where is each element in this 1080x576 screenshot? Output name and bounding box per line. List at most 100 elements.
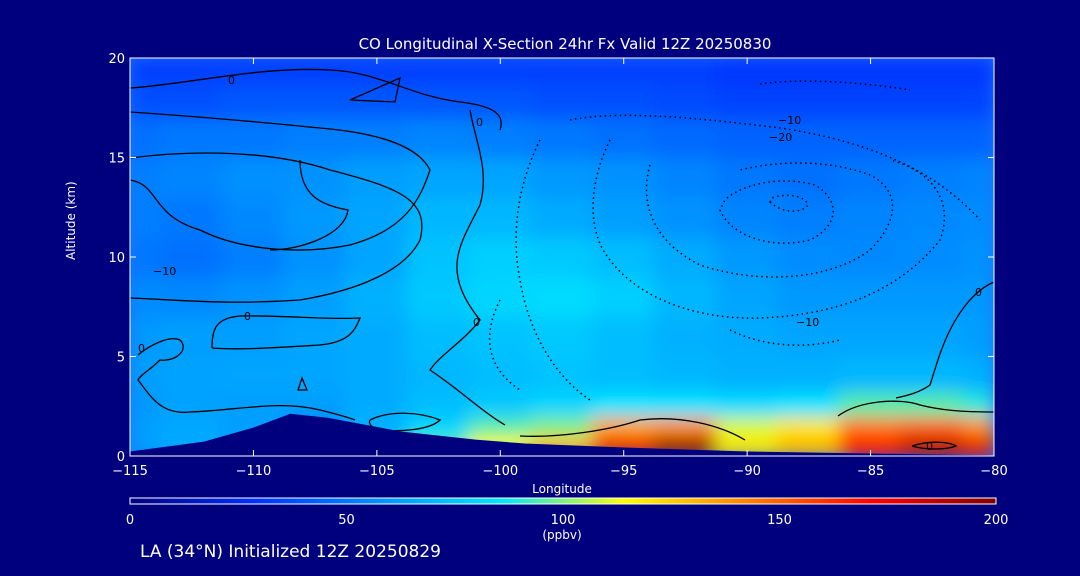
heatmap-cell <box>777 196 841 239</box>
heatmap-field <box>130 58 994 456</box>
y-tick-label: 15 <box>108 152 125 167</box>
heatmap-cell <box>221 156 286 199</box>
heatmap-cell <box>130 390 162 418</box>
heatmap-cell <box>900 415 965 438</box>
heatmap-cell <box>591 116 656 159</box>
heatmap-cell <box>838 156 903 199</box>
heatmap-cell <box>777 81 841 119</box>
heatmap-cell <box>591 156 656 199</box>
heatmap-cell <box>468 390 533 418</box>
heatmap-cell <box>962 415 994 438</box>
heatmap-cell <box>962 81 994 119</box>
heatmap-cell <box>345 196 409 239</box>
heatmap-cell <box>715 390 779 418</box>
heatmap-cell <box>838 236 903 278</box>
contour-solid-10 <box>519 418 746 441</box>
chart-title: CO Longitudinal X-Section 24hr Fx Valid … <box>358 35 772 53</box>
heatmap-cell <box>283 196 347 239</box>
heatmap-cell <box>838 196 903 239</box>
heatmap-cell <box>777 415 841 438</box>
heatmap-cell <box>130 275 162 318</box>
heatmap-cell <box>530 415 594 438</box>
heatmap-cell <box>838 116 903 159</box>
heatmap-cell <box>591 355 656 393</box>
contour-solid-13 <box>911 441 958 450</box>
heatmap-cell <box>900 390 965 418</box>
heatmap-cell <box>221 355 286 393</box>
heatmap-cell <box>406 390 471 418</box>
heatmap-cell <box>130 116 162 159</box>
heatmap-cell <box>715 156 779 199</box>
heatmap-cell <box>283 81 347 119</box>
heatmap-cell <box>468 236 533 278</box>
heatmap-cell <box>962 116 994 159</box>
heatmap-cell <box>715 355 779 393</box>
contour-label: −20 <box>769 131 792 144</box>
contour-label: −10 <box>153 265 176 278</box>
heatmap-cell <box>159 196 224 239</box>
heatmap-cell <box>530 315 594 358</box>
x-axis: −115 −110 −105 −100 −95 −90 −85 −80 <box>112 58 1008 479</box>
contour-dotted-1 <box>569 114 981 221</box>
heatmap-cell <box>406 58 471 84</box>
heatmap-cell <box>130 315 162 358</box>
heatmap-cell <box>653 58 718 84</box>
contour-dotted-2 <box>515 139 591 401</box>
heatmap-cell <box>900 355 965 393</box>
heatmap-cell <box>406 81 471 119</box>
heatmap-cell <box>530 275 594 318</box>
heatmap-cell <box>653 315 718 358</box>
heatmap-cell <box>221 196 286 239</box>
contour-solid-2 <box>130 111 431 251</box>
heatmap-cell <box>962 196 994 239</box>
heatmap-cell <box>838 315 903 358</box>
heatmap-cell <box>900 275 965 318</box>
heatmap-cell <box>591 315 656 358</box>
contour-dotted-9 <box>729 329 841 346</box>
contour-label: 0 <box>228 74 235 87</box>
contour-solid-8 <box>297 376 308 391</box>
heatmap-cell <box>653 196 718 239</box>
x-tick-label: −90 <box>733 464 760 479</box>
heatmap-cell <box>530 196 594 239</box>
heatmap-cell <box>406 275 471 318</box>
colorbar-tick-label: 150 <box>767 513 792 528</box>
contour-solid-1 <box>130 68 502 131</box>
contour-solid-5 <box>429 109 506 426</box>
heatmap-cell <box>777 156 841 199</box>
heatmap-cell <box>900 58 965 84</box>
contour-solid-3 <box>130 152 423 303</box>
contour-labels: 0 0 −10 0 0 0 −10 −20 −10 0 0 <box>138 74 982 453</box>
x-tick-label: −105 <box>359 464 395 479</box>
x-tick-label: −115 <box>112 464 148 479</box>
heatmap-cell <box>530 58 594 84</box>
heatmap-cell <box>159 390 224 418</box>
heatmap-cell <box>591 196 656 239</box>
contour-label: 0 <box>138 342 145 355</box>
heatmap-cell <box>468 275 533 318</box>
heatmap-cell <box>406 116 471 159</box>
heatmap-cell <box>715 196 779 239</box>
contour-label: −10 <box>778 114 801 127</box>
heatmap-cell <box>900 116 965 159</box>
colorbar-tick-label: 0 <box>126 513 134 528</box>
colorbar <box>129 497 997 505</box>
contour-label: 0 <box>926 440 933 453</box>
heatmap-cell <box>900 81 965 119</box>
heatmap-cell <box>406 196 471 239</box>
heatmap-cell <box>530 355 594 393</box>
heatmap-cell <box>653 156 718 199</box>
heatmap-cell <box>653 415 718 438</box>
heatmap-cell <box>715 415 779 438</box>
heatmap-cell <box>838 81 903 119</box>
contour-dotted-4 <box>645 162 894 278</box>
heatmap-cell <box>715 236 779 278</box>
heatmap-cell <box>962 275 994 318</box>
heatmap-cell <box>962 390 994 418</box>
contour-solid-12 <box>895 281 994 399</box>
heatmap-cell <box>530 81 594 119</box>
heatmap-cell <box>130 355 162 393</box>
heatmap-cell <box>777 435 841 456</box>
x-tick-label: −85 <box>857 464 884 479</box>
